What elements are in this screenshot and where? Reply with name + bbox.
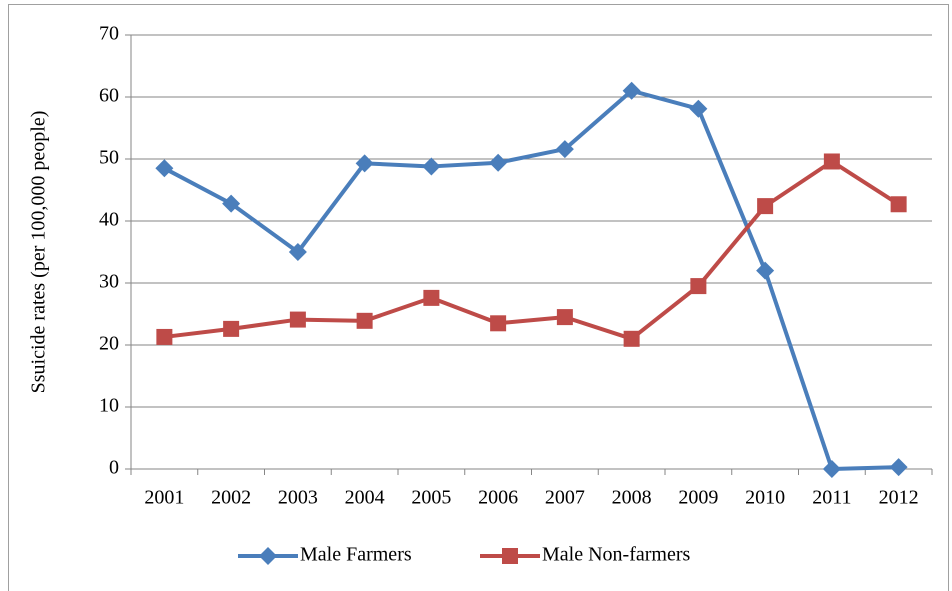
- data-point: [556, 309, 573, 326]
- x-tick-label: 2004: [345, 487, 385, 509]
- data-point: [757, 198, 774, 215]
- data-point: [289, 311, 306, 328]
- x-tick-label: 2012: [879, 487, 919, 509]
- series-line: [164, 159, 900, 341]
- data-point: [889, 458, 908, 477]
- data-point: [288, 243, 307, 261]
- x-tick-label: 2003: [278, 487, 318, 509]
- data-point: [622, 81, 641, 100]
- x-tick-label: 2009: [678, 487, 718, 509]
- data-point: [355, 154, 374, 173]
- y-tick-label: 10: [99, 395, 119, 417]
- data-point: [690, 278, 707, 295]
- series-line: [163, 88, 899, 471]
- legend-label: Male Non-farmers: [542, 544, 690, 566]
- x-tick-label: 2005: [411, 487, 451, 509]
- data-point: [490, 315, 507, 332]
- data-point: [689, 99, 708, 118]
- data-point: [489, 153, 508, 172]
- data-point: [222, 194, 241, 213]
- legend-marker: [259, 547, 277, 565]
- x-tick-label: 2008: [612, 487, 652, 509]
- data-point: [623, 330, 640, 347]
- data-point: [156, 328, 173, 345]
- data-point: [422, 157, 441, 176]
- legend-marker: [502, 548, 518, 564]
- data-point: [155, 159, 174, 178]
- x-tick-label: 2006: [478, 487, 518, 509]
- x-tick-label: 2007: [545, 487, 585, 509]
- y-tick-label: 40: [99, 209, 119, 231]
- y-tick-label: 0: [109, 457, 119, 479]
- data-point: [555, 140, 574, 159]
- x-tick-label: 2010: [745, 487, 785, 509]
- data-point: [223, 320, 240, 337]
- chart-frame: [8, 4, 949, 591]
- y-tick-label: 50: [99, 147, 119, 169]
- x-tick-label: 2011: [812, 487, 851, 509]
- x-tick-label: 2001: [144, 487, 184, 509]
- y-axis-label: Ssuicide rates (per 100,000 people): [28, 111, 50, 394]
- data-point: [890, 196, 907, 213]
- y-tick-label: 20: [99, 333, 119, 355]
- y-tick-label: 60: [99, 85, 119, 107]
- data-point: [822, 460, 841, 478]
- data-point: [756, 261, 775, 280]
- y-tick-label: 70: [99, 23, 119, 45]
- data-point: [423, 289, 440, 306]
- x-tick-label: 2002: [211, 487, 251, 509]
- data-point: [356, 312, 373, 329]
- data-point: [823, 153, 840, 170]
- legend-label: Male Farmers: [300, 544, 412, 566]
- y-tick-label: 30: [99, 271, 119, 293]
